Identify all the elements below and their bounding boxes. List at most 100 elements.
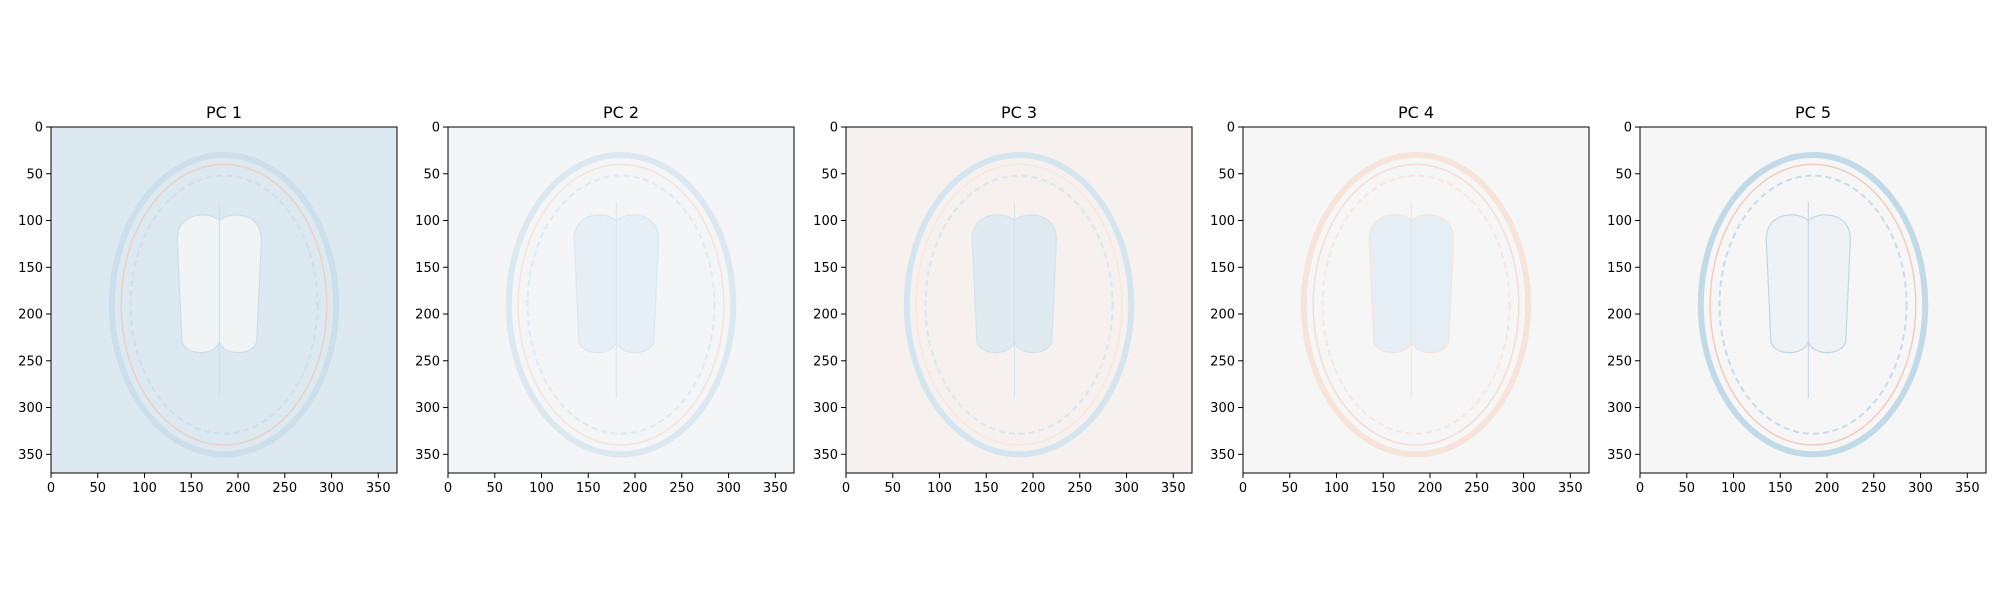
x-tick-label: 100 (132, 481, 157, 496)
y-tick-label: 200 (415, 308, 440, 323)
panel-pc-4: PC 4 0 50 100 150 200 250 300 350 0 50 100 150 200 250… (1210, 103, 1590, 496)
y-tick-label: 100 (1210, 214, 1235, 229)
axes-frame (845, 126, 1193, 474)
x-tick-label: 350 (366, 481, 391, 496)
x-tick-label: 150 (974, 481, 999, 496)
panel-title: PC 2 (603, 103, 639, 122)
x-tick-label: 50 (1678, 481, 1695, 496)
x-tick-label: 100 (529, 481, 554, 496)
y-tick-label: 150 (1210, 261, 1235, 276)
x-tick-label: 250 (272, 481, 297, 496)
y-tick-label: 150 (1607, 261, 1632, 276)
x-tick-label: 50 (884, 481, 901, 496)
component-image (448, 127, 794, 473)
y-tick-label: 200 (18, 308, 43, 323)
y-tick-label: 150 (813, 261, 838, 276)
y-tick-label: 200 (813, 308, 838, 323)
x-tick-label: 100 (1721, 481, 1746, 496)
y-tick-label: 100 (18, 214, 43, 229)
y-tick-label: 0 (830, 121, 838, 136)
panel-title: PC 4 (1398, 103, 1434, 122)
x-tick-label: 150 (179, 481, 204, 496)
y-tick-label: 50 (26, 167, 43, 182)
x-tick-label: 300 (319, 481, 344, 496)
y-tick-label: 50 (821, 167, 838, 182)
x-tick-label: 250 (669, 481, 694, 496)
x-tick-label: 250 (1067, 481, 1092, 496)
cortex-folds (1321, 174, 1511, 435)
panel-title: PC 5 (1795, 103, 1831, 122)
panel-title: PC 3 (1001, 103, 1037, 122)
y-tick-label: 50 (1615, 167, 1632, 182)
x-tick-label: 0 (47, 481, 55, 496)
x-tick-label: 50 (1281, 481, 1298, 496)
x-tick-label: 0 (444, 481, 452, 496)
x-tick-label: 350 (1558, 481, 1583, 496)
y-tick-label: 0 (35, 121, 43, 136)
cortex-edge (915, 163, 1123, 446)
x-tick-label: 350 (763, 481, 788, 496)
cortex-edge (120, 163, 328, 446)
skull-ring (1697, 152, 1929, 458)
skull-ring (505, 152, 737, 458)
x-tick-label: 300 (1114, 481, 1139, 496)
x-tick-label: 200 (1021, 481, 1046, 496)
y-tick-label: 150 (415, 261, 440, 276)
cortex-folds (129, 174, 319, 435)
y-tick-label: 250 (18, 354, 43, 369)
cortex-edge (517, 163, 725, 446)
x-tick-label: 100 (1324, 481, 1349, 496)
skull-ring (108, 152, 340, 458)
x-tick-label: 150 (576, 481, 601, 496)
x-tick-label: 0 (842, 481, 850, 496)
x-tick-label: 50 (89, 481, 106, 496)
y-tick-label: 350 (415, 448, 440, 463)
component-image (1243, 127, 1589, 473)
panel-pc-2: PC 2 0 50 100 150 200 250 300 350 0 50 100 150 200 250… (415, 103, 795, 496)
x-tick-label: 250 (1464, 481, 1489, 496)
x-tick-label: 300 (716, 481, 741, 496)
y-tick-label: 300 (1210, 401, 1235, 416)
y-tick-label: 0 (432, 121, 440, 136)
x-tick-label: 200 (1418, 481, 1443, 496)
y-tick-label: 150 (18, 261, 43, 276)
x-tick-label: 200 (1815, 481, 1840, 496)
y-tick-label: 50 (423, 167, 440, 182)
x-tick-label: 150 (1768, 481, 1793, 496)
y-tick-label: 350 (1210, 448, 1235, 463)
x-tick-label: 100 (927, 481, 952, 496)
component-image (1640, 127, 1986, 473)
axes-frame (1639, 126, 1987, 474)
panel-pc-1: PC 1 0 50 100 150 200 250 300 350 0 50 100 150 200 250… (18, 103, 398, 496)
y-tick-label: 300 (1607, 401, 1632, 416)
x-tick-label: 350 (1161, 481, 1186, 496)
component-image (846, 127, 1192, 473)
cortex-edge (1312, 163, 1520, 446)
x-tick-label: 150 (1371, 481, 1396, 496)
x-tick-label: 300 (1908, 481, 1933, 496)
y-tick-label: 100 (415, 214, 440, 229)
x-tick-label: 0 (1239, 481, 1247, 496)
y-tick-label: 300 (813, 401, 838, 416)
skull-ring (903, 152, 1135, 458)
y-tick-label: 250 (813, 354, 838, 369)
cortex-folds (526, 174, 716, 435)
x-tick-label: 250 (1861, 481, 1886, 496)
axes-frame (447, 126, 795, 474)
x-tick-label: 0 (1636, 481, 1644, 496)
y-tick-label: 350 (18, 448, 43, 463)
y-tick-label: 250 (1607, 354, 1632, 369)
x-tick-label: 350 (1955, 481, 1980, 496)
y-tick-label: 200 (1210, 308, 1235, 323)
axes-frame (1242, 126, 1590, 474)
y-tick-label: 200 (1607, 308, 1632, 323)
y-tick-label: 300 (18, 401, 43, 416)
panel-pc-5: PC 5 0 50 100 150 200 250 300 350 0 50 100 150 200 250… (1607, 103, 1987, 496)
y-tick-label: 100 (1607, 214, 1632, 229)
skull-ring (1300, 152, 1532, 458)
component-image (51, 127, 397, 473)
cortex-edge (1709, 163, 1917, 446)
y-tick-label: 0 (1227, 121, 1235, 136)
x-tick-label: 300 (1511, 481, 1536, 496)
